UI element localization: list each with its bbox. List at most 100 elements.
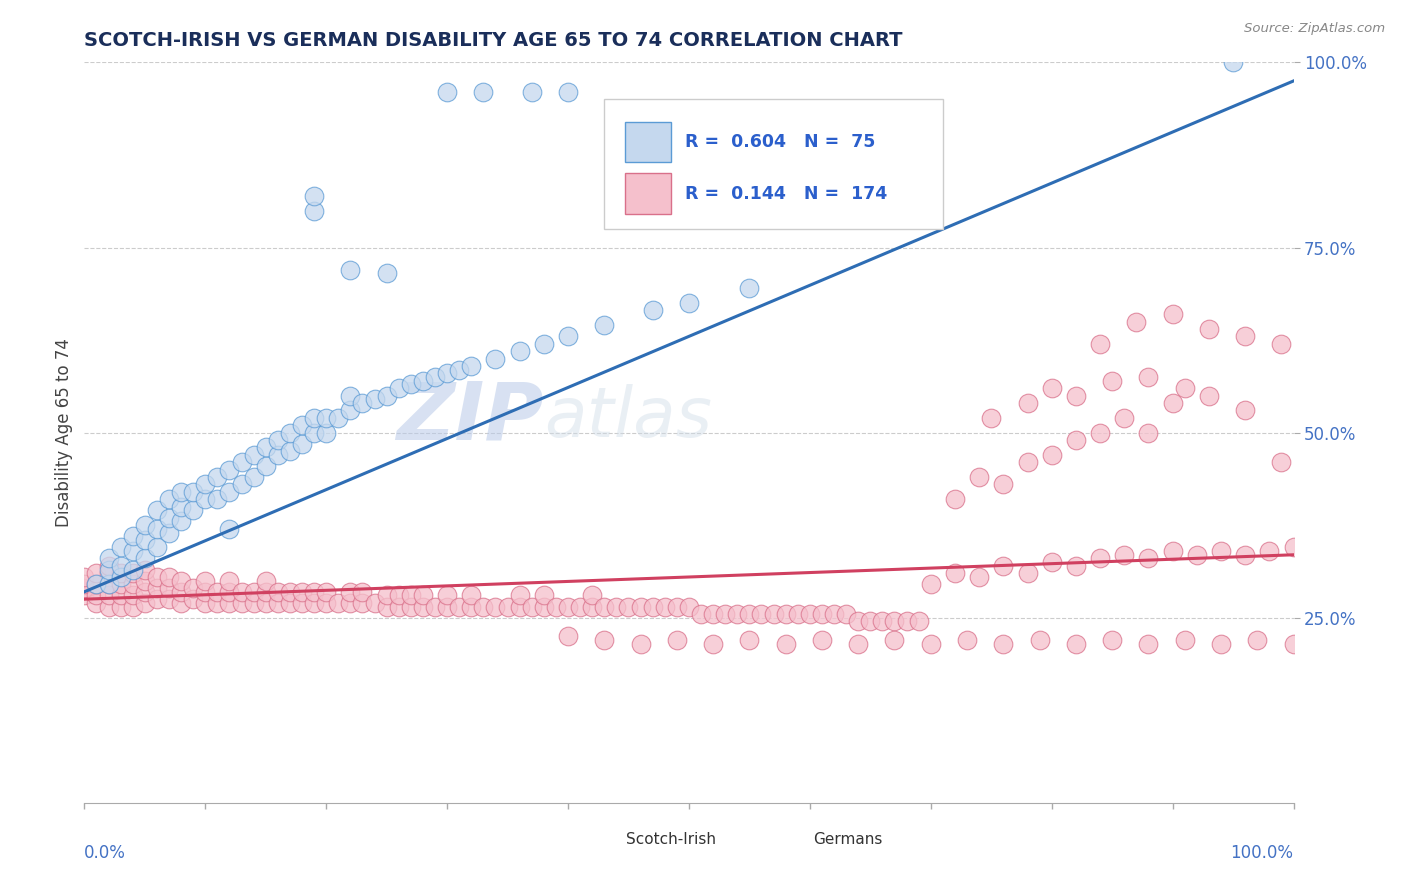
Point [375, 599, 398, 614]
Point [291, 436, 314, 450]
Point [1137, 370, 1160, 384]
Text: R =  0.604   N =  75: R = 0.604 N = 75 [685, 133, 876, 151]
Point [97, 566, 120, 581]
Point [170, 596, 193, 610]
Point [315, 425, 337, 440]
Text: 100.0%: 100.0% [1230, 844, 1294, 862]
Point [496, 599, 519, 614]
Point [1198, 388, 1220, 402]
Point [121, 566, 143, 581]
Point [181, 581, 204, 595]
Point [267, 584, 290, 599]
Point [157, 510, 180, 524]
Point [363, 392, 385, 407]
Point [630, 599, 652, 614]
Point [509, 599, 531, 614]
Point [97, 551, 120, 566]
Point [231, 584, 253, 599]
Point [883, 632, 905, 647]
Point [569, 599, 592, 614]
Point [218, 574, 240, 588]
Point [86, 566, 108, 581]
Point [823, 607, 845, 621]
Point [1282, 541, 1305, 555]
Point [121, 577, 143, 591]
Point [315, 410, 337, 425]
Point [786, 607, 808, 621]
Point [460, 599, 482, 614]
Point [412, 589, 434, 603]
Point [97, 558, 120, 573]
Point [484, 599, 506, 614]
Point [1185, 548, 1208, 562]
Point [73, 581, 96, 595]
Point [278, 425, 301, 440]
Point [363, 596, 385, 610]
Point [146, 570, 169, 584]
Point [630, 637, 652, 651]
Point [388, 381, 411, 395]
Point [302, 425, 325, 440]
Point [702, 607, 724, 621]
Point [412, 374, 434, 388]
Point [242, 584, 264, 599]
Point [1040, 381, 1063, 395]
Point [460, 589, 482, 603]
Text: SCOTCH-IRISH VS GERMAN DISABILITY AGE 65 TO 74 CORRELATION CHART: SCOTCH-IRISH VS GERMAN DISABILITY AGE 65… [84, 30, 903, 50]
Point [399, 377, 422, 392]
Point [97, 563, 120, 577]
Point [157, 492, 180, 507]
Point [110, 566, 132, 581]
Point [73, 577, 96, 591]
Point [1017, 566, 1039, 581]
Point [267, 433, 290, 447]
Point [533, 599, 555, 614]
Point [267, 596, 290, 610]
Point [1258, 544, 1281, 558]
Point [170, 500, 193, 514]
Point [86, 577, 108, 591]
Point [181, 503, 204, 517]
Point [1234, 548, 1257, 562]
Point [436, 599, 458, 614]
Point [738, 632, 761, 647]
Point [1064, 433, 1087, 447]
Point [207, 470, 229, 484]
Point [134, 551, 156, 566]
Text: Source: ZipAtlas.com: Source: ZipAtlas.com [1244, 22, 1385, 36]
Point [665, 599, 688, 614]
FancyBboxPatch shape [624, 173, 671, 214]
Point [339, 262, 361, 277]
Point [1040, 555, 1063, 569]
Point [859, 615, 882, 629]
Point [738, 281, 761, 295]
Point [1101, 374, 1123, 388]
Point [436, 367, 458, 381]
Point [170, 574, 193, 588]
Point [751, 607, 773, 621]
Point [134, 596, 156, 610]
FancyBboxPatch shape [605, 99, 943, 229]
Point [73, 589, 96, 603]
Point [1246, 632, 1268, 647]
Point [302, 203, 325, 218]
Point [436, 85, 458, 99]
Point [883, 615, 905, 629]
Point [1137, 425, 1160, 440]
Point [956, 632, 979, 647]
Point [1198, 322, 1220, 336]
Point [278, 596, 301, 610]
Point [399, 599, 422, 614]
Point [449, 599, 471, 614]
Point [218, 584, 240, 599]
Point [181, 484, 204, 499]
Point [1040, 448, 1063, 462]
Point [231, 477, 253, 491]
Point [170, 484, 193, 499]
Point [1137, 551, 1160, 566]
Point [375, 388, 398, 402]
Point [146, 592, 169, 607]
Point [110, 558, 132, 573]
Point [725, 607, 748, 621]
Point [146, 581, 169, 595]
